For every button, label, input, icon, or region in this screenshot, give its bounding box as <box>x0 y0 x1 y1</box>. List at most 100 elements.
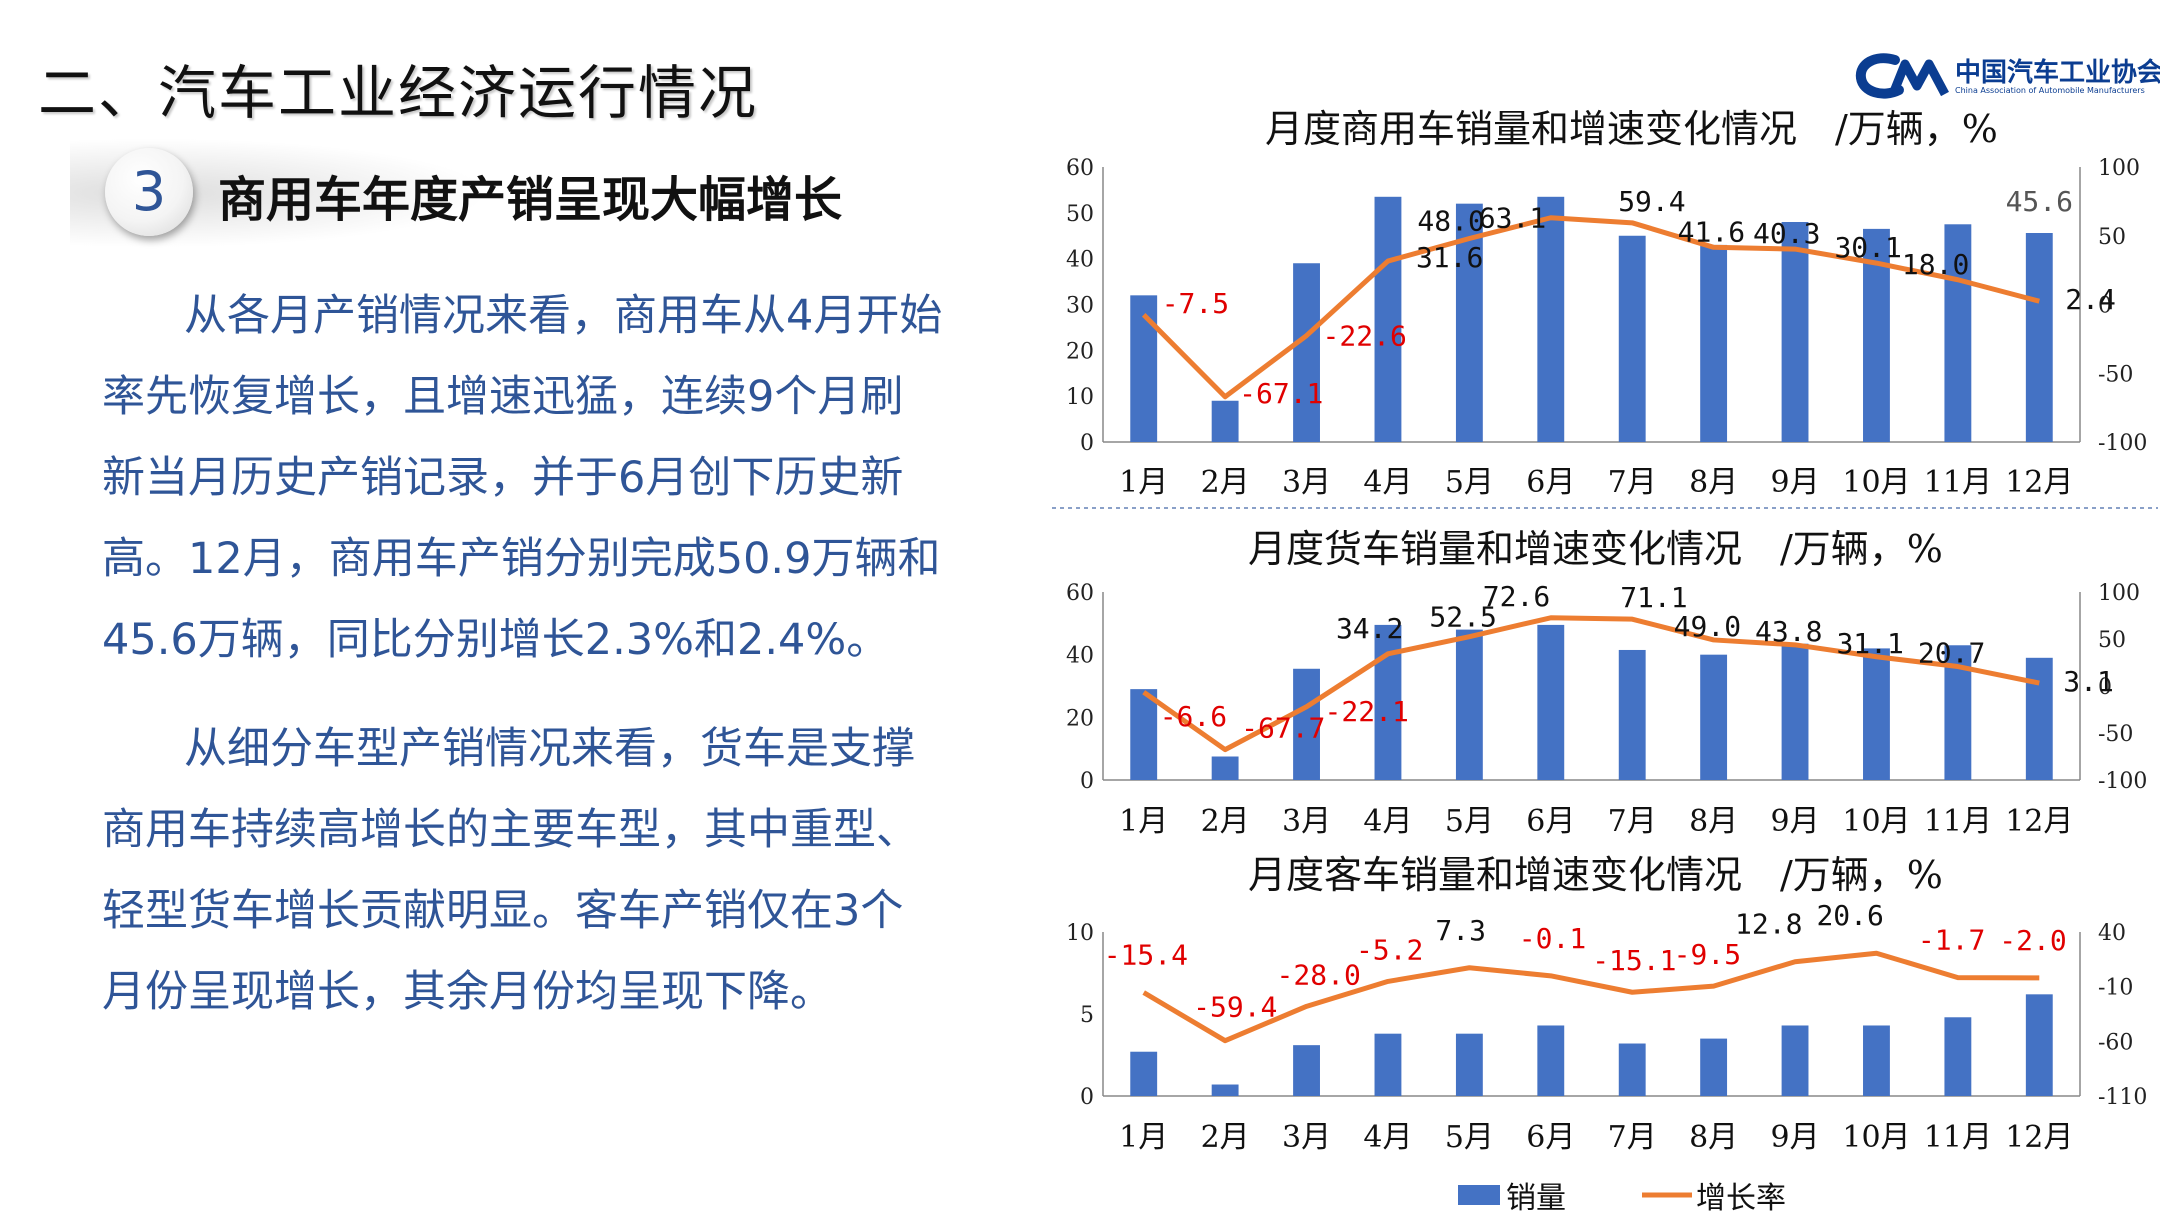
growth-rate-label: 18.0 <box>1902 248 1969 281</box>
growth-rate-label: 20.6 <box>1816 899 1883 932</box>
growth-rate-label: -67.1 <box>1239 377 1323 410</box>
chart-panel-3: 月度客车销量和增速变化情况 /万辆，% 10 5 0 40 -10 -60 -110 1月 2月 3… <box>1066 853 2147 1155</box>
x-category-label: 9月 <box>1770 465 1819 500</box>
x-category-label: 2月 <box>1201 804 1250 839</box>
section-number: 3 <box>131 160 167 223</box>
paragraph-line: 月份呈现增长，其余月份均呈现下降。 <box>102 967 833 1017</box>
right-tick-label: 100 <box>2098 581 2140 606</box>
growth-rate-label: -2.0 <box>1999 924 2066 957</box>
growth-rate-label: -5.2 <box>1356 933 1423 966</box>
x-category-label: 7月 <box>1608 804 1657 839</box>
x-category-label: 8月 <box>1689 1120 1738 1155</box>
bar-6 <box>1537 196 1565 442</box>
growth-rate-label: 30.1 <box>1834 231 1901 264</box>
growth-rate-label: 34.2 <box>1336 612 1403 645</box>
bar-11 <box>1944 224 1972 442</box>
x-category-label: 5月 <box>1445 465 1494 500</box>
page-title: 二、汽车工业经济运行情况 <box>38 59 759 127</box>
bar-5 <box>1455 1033 1483 1096</box>
chart-title: 月度商用车销量和增速变化情况 /万辆，% <box>1265 107 1998 151</box>
x-category-label: 3月 <box>1282 1120 1331 1155</box>
bar-1 <box>1130 689 1158 780</box>
x-category-label: 2月 <box>1201 465 1250 500</box>
growth-rate-label: 63.1 <box>1479 202 1546 235</box>
growth-rate-label: 20.7 <box>1918 637 1985 670</box>
x-category-label: 11月 <box>1924 1120 1992 1155</box>
paragraph-line: 新当月历史产销记录，并于6月创下历史新 <box>102 453 904 503</box>
growth-rate-label: 2.4 <box>2065 283 2116 316</box>
growth-rate-label: -1.7 <box>1918 924 1985 957</box>
paragraph-line: 从各月产销情况来看，商用车从4月开始 <box>184 291 943 341</box>
x-category-label: 10月 <box>1842 804 1910 839</box>
x-category-label: 7月 <box>1608 1120 1657 1155</box>
left-tick-label: 0 <box>1080 431 1094 456</box>
x-category-label: 10月 <box>1842 465 1910 500</box>
x-category-label: 9月 <box>1770 804 1819 839</box>
bar-7 <box>1618 649 1646 780</box>
growth-rate-label: -7.5 <box>1162 287 1229 320</box>
x-category-label: 4月 <box>1363 804 1412 839</box>
growth-rate-label: 12.8 <box>1735 908 1802 941</box>
left-tick-label: 30 <box>1066 294 1094 319</box>
bar-10 <box>1863 648 1890 780</box>
x-category-label: 3月 <box>1282 465 1331 500</box>
bar-3 <box>1293 1045 1320 1096</box>
growth-rate-label: 59.4 <box>1618 185 1685 218</box>
x-category-label: 11月 <box>1924 804 1992 839</box>
bar-9 <box>1781 222 1809 442</box>
left-tick-label: 10 <box>1066 385 1094 410</box>
bar-4 <box>1374 1033 1402 1096</box>
growth-rate-label: -0.1 <box>1519 922 1586 955</box>
paragraph-line: 高。12月，商用车产销分别完成50.9万辆和 <box>102 534 941 584</box>
bar-3 <box>1293 668 1320 780</box>
bar-8 <box>1700 654 1728 780</box>
right-tick-label: -50 <box>2098 722 2133 747</box>
growth-rate-label: 31.6 <box>1416 241 1483 274</box>
growth-rate-label: 7.3 <box>1435 914 1486 947</box>
chart-title: 月度客车销量和增速变化情况 /万辆，% <box>1248 853 1943 897</box>
growth-rate-label: -15.4 <box>1104 939 1188 972</box>
right-tick-label: -100 <box>2098 769 2147 794</box>
left-tick-label: 5 <box>1080 1003 1094 1028</box>
chart-title: 月度货车销量和增速变化情况 /万辆，% <box>1248 527 1943 571</box>
bar-12 <box>2025 994 2053 1096</box>
right-tick-label: 100 <box>2098 156 2140 181</box>
x-category-label: 5月 <box>1445 804 1494 839</box>
logo-text-en: China Association of Automobile Manufact… <box>1955 86 2145 95</box>
left-tick-label: 20 <box>1066 339 1094 364</box>
x-category-label: 5月 <box>1445 1120 1494 1155</box>
bar-value-label: 45.6 <box>2006 185 2073 218</box>
growth-rate-label: 49.0 <box>1674 610 1741 643</box>
right-tick-label: 50 <box>2098 628 2126 653</box>
x-category-label: 6月 <box>1526 1120 1575 1155</box>
left-tick-label: 10 <box>1066 921 1094 946</box>
growth-rate-label: -67.7 <box>1241 712 1325 745</box>
paragraph-line: 商用车持续高增长的主要车型，其中重型、 <box>102 805 919 855</box>
bar-9 <box>1781 1025 1809 1096</box>
right-tick-label: 50 <box>2098 225 2126 250</box>
bar-10 <box>1863 1025 1890 1096</box>
growth-rate-label: 31.1 <box>1836 627 1903 660</box>
paragraph-line: 从细分车型产销情况来看，货车是支撑 <box>184 724 915 774</box>
logo-mark-icon <box>1855 53 1949 99</box>
right-tick-label: -60 <box>2098 1030 2133 1055</box>
growth-rate-line <box>1142 615 2040 753</box>
legend-label-sales: 销量 <box>1506 1181 1566 1215</box>
x-category-label: 4月 <box>1363 465 1412 500</box>
x-category-label: 4月 <box>1363 1120 1412 1155</box>
paragraph-line: 45.6万辆，同比分别增长2.3%和2.4%。 <box>102 615 890 665</box>
paragraph-line: 率先恢复增长，且增速迅猛，连续9个月刷 <box>102 372 904 422</box>
bar-8 <box>1700 244 1728 442</box>
paragraph-1: 从各月产销情况来看，商用车从4月开始 率先恢复增长，且增速迅猛，连续9个月刷 新… <box>102 276 1002 681</box>
paragraph-2: 从细分车型产销情况来看，货车是支撑 商用车持续高增长的主要车型，其中重型、 轻型… <box>102 709 1002 1033</box>
growth-rate-label: -9.5 <box>1674 938 1741 971</box>
bar-12 <box>2025 233 2053 442</box>
left-tick-label: 40 <box>1066 248 1094 273</box>
x-category-label: 2月 <box>1201 1120 1250 1155</box>
growth-rate-label: -59.4 <box>1193 991 1277 1024</box>
bar-12 <box>2025 657 2053 780</box>
left-tick-label: 40 <box>1066 644 1094 669</box>
growth-rate-label: -22.6 <box>1323 320 1407 353</box>
bar-6 <box>1537 624 1565 780</box>
